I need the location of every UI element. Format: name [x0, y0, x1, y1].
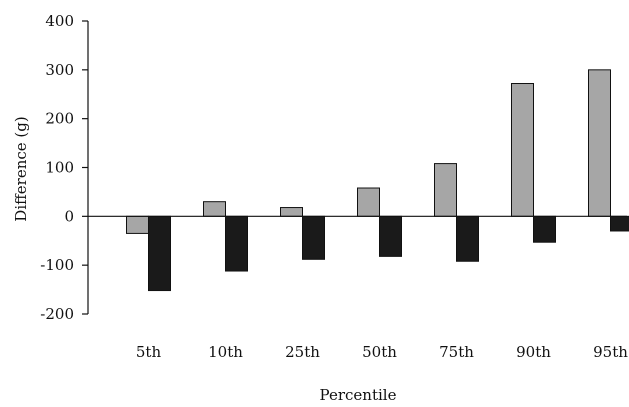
bar-5th-series-1: [126, 215, 149, 234]
bar-5th-series-2: [148, 215, 171, 292]
bar-95th-series-1: [588, 69, 611, 217]
bars-layer: [126, 69, 629, 292]
x-tick-label: 95th: [593, 343, 628, 361]
bar-25th-series-1: [280, 207, 303, 217]
bar-90th-series-2: [533, 215, 556, 243]
y-tick-label: -200: [40, 305, 74, 323]
bar-75th-series-2: [456, 215, 479, 262]
x-tick-label: 75th: [439, 343, 474, 361]
bar-90th-series-1: [511, 83, 534, 217]
bar-25th-series-2: [302, 215, 325, 260]
labels-layer: -200 -100 0 100 200 300 400 5th 10th 25th 50th 75th…: [40, 12, 628, 361]
x-tick-label: 90th: [516, 343, 551, 361]
x-tick-label: 5th: [136, 343, 162, 361]
x-tick-label: 10th: [208, 343, 243, 361]
y-axis-title: Difference (g): [12, 116, 30, 221]
x-tick-label: 25th: [285, 343, 320, 361]
y-tick-label: 200: [45, 110, 74, 128]
bar-50th-series-2: [379, 215, 402, 257]
y-tick-label: 0: [64, 207, 74, 225]
bar-10th-series-1: [203, 201, 226, 217]
y-tick-label: 100: [45, 159, 74, 177]
bar-50th-series-1: [357, 187, 380, 217]
y-tick-label: 400: [45, 12, 74, 30]
x-axis-title: Percentile: [320, 386, 397, 404]
y-tick-label: 300: [45, 61, 74, 79]
x-tick-label: 50th: [362, 343, 397, 361]
axes-layer: [82, 20, 627, 315]
bar-95th-series-2: [610, 215, 629, 232]
y-tick-label: -100: [40, 256, 74, 274]
bar-75th-series-1: [434, 163, 457, 217]
bar-10th-series-2: [225, 215, 248, 272]
